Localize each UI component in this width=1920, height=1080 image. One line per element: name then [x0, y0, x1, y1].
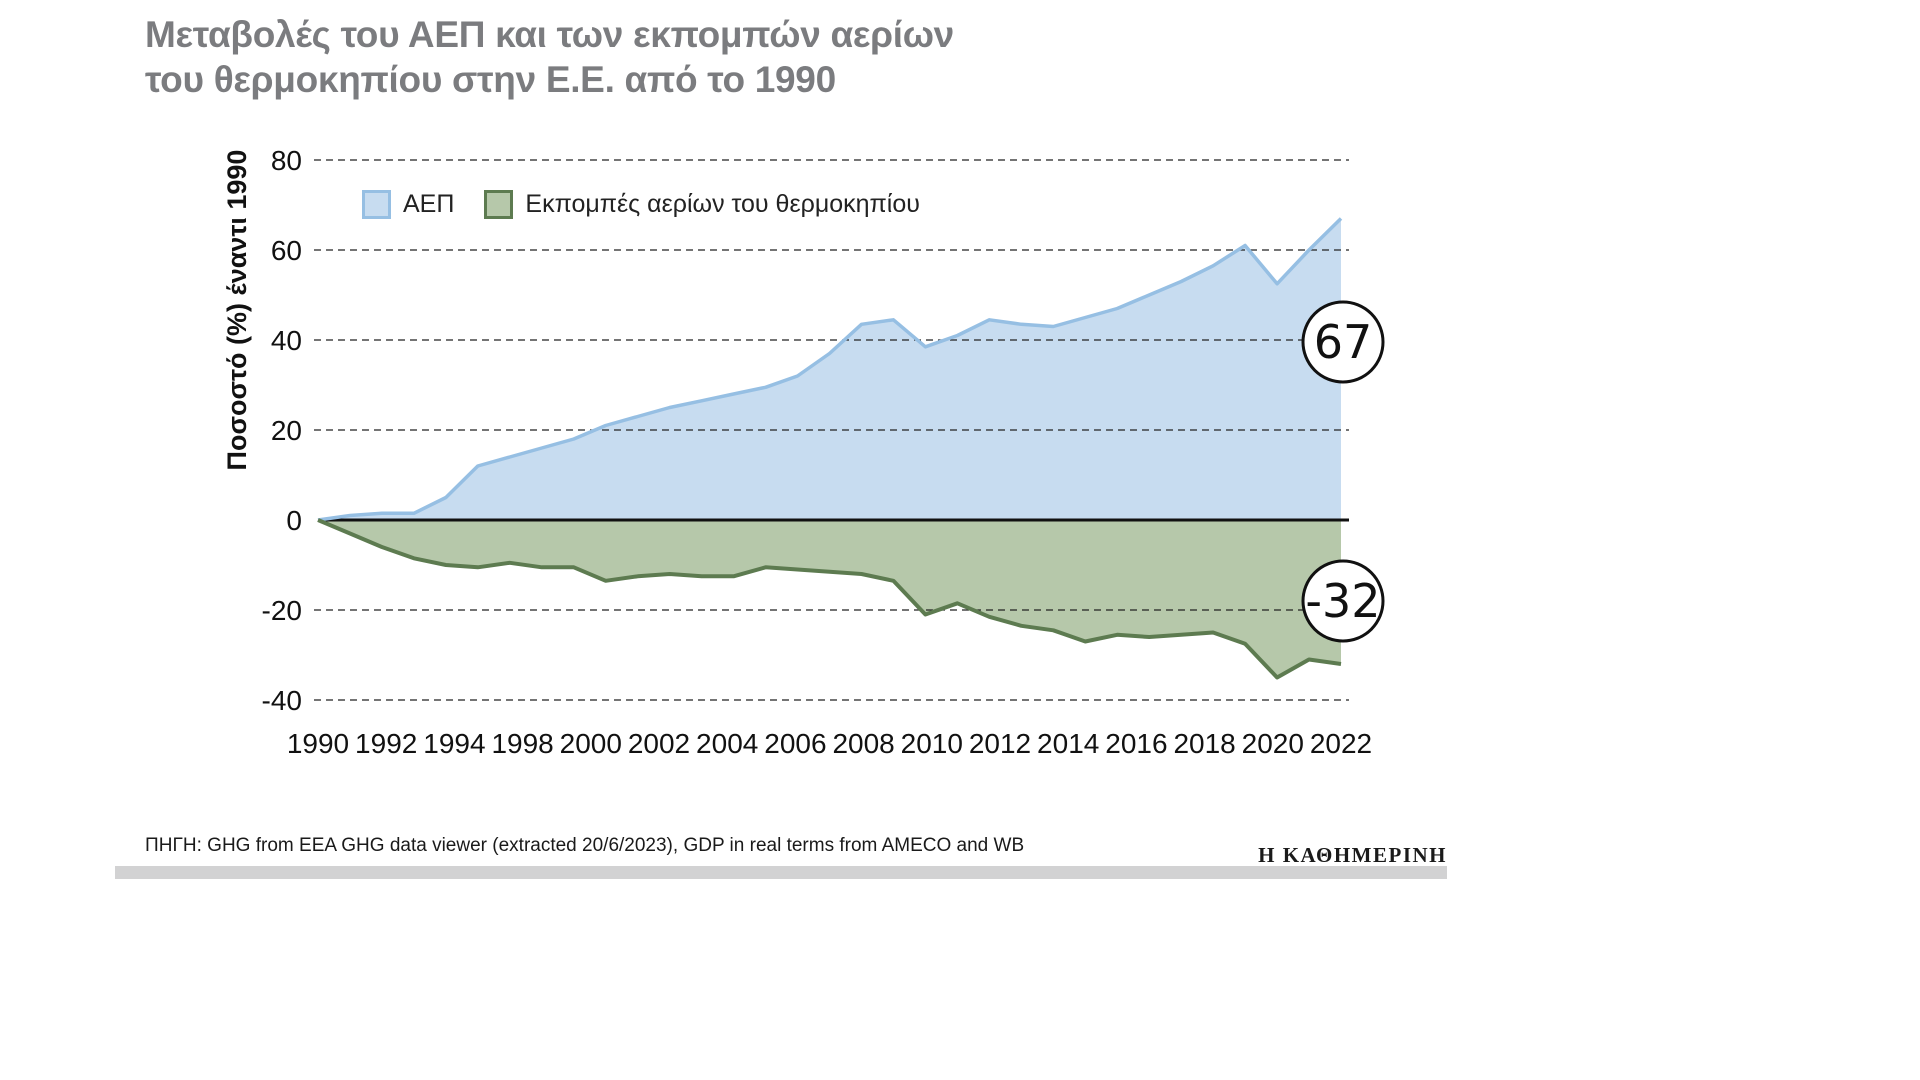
svg-text:2018: 2018	[1173, 728, 1235, 759]
svg-text:2014: 2014	[1037, 728, 1099, 759]
svg-text:1992: 1992	[355, 728, 417, 759]
svg-text:20: 20	[271, 415, 302, 446]
svg-text:2020: 2020	[1242, 728, 1304, 759]
svg-text:2016: 2016	[1105, 728, 1167, 759]
chart-legend: ΑΕΠ Εκπομπές αερίων του θερμοκηπίου	[362, 190, 920, 219]
ghg-swatch	[484, 190, 514, 219]
svg-text:2012: 2012	[969, 728, 1031, 759]
svg-text:-20: -20	[262, 595, 302, 626]
svg-text:2000: 2000	[560, 728, 622, 759]
ghg-end-badge	[1301, 559, 1385, 643]
legend-item-gdp: ΑΕΠ	[362, 190, 454, 219]
title-line-1: Μεταβολές του ΑΕΠ και των εκπομπών αερίω…	[145, 14, 954, 55]
svg-text:2006: 2006	[764, 728, 826, 759]
svg-text:60: 60	[271, 235, 302, 266]
svg-text:40: 40	[271, 325, 302, 356]
gdp-end-value: 67	[1314, 315, 1373, 369]
svg-text:-40: -40	[262, 685, 302, 716]
gdp-line	[317, 217, 1343, 522]
ghg-line	[317, 518, 1342, 680]
bottom-bar	[115, 866, 1447, 879]
svg-text:2002: 2002	[628, 728, 690, 759]
svg-text:1994: 1994	[423, 728, 485, 759]
publisher-logo: Η ΚΑΘΗΜΕΡΙΝΗ	[1258, 843, 1447, 867]
svg-text:0: 0	[286, 505, 302, 536]
source-note: ΠΗΓΗ: GHG from EEA GHG data viewer (extr…	[145, 835, 1025, 856]
svg-text:2010: 2010	[901, 728, 963, 759]
legend-label-gdp: ΑΕΠ	[403, 190, 455, 218]
gdp-swatch	[362, 190, 391, 219]
legend-item-ghg: Εκπομπές αερίων του θερμοκηπίου	[484, 190, 920, 219]
svg-text:2022: 2022	[1310, 728, 1372, 759]
page-title: Μεταβολές του ΑΕΠ και των εκπομπών αερίω…	[145, 12, 954, 102]
ghg-area	[318, 520, 1341, 678]
title-line-2: του θερμοκηπίου στην Ε.Ε. από το 1990	[145, 59, 836, 101]
svg-text:1990: 1990	[287, 728, 349, 759]
gdp-area	[318, 218, 1341, 520]
svg-text:2004: 2004	[696, 728, 758, 759]
gdp-end-badge	[1301, 300, 1385, 384]
legend-label-ghg: Εκπομπές αερίων του θερμοκηπίου	[525, 190, 920, 218]
svg-text:1998: 1998	[491, 728, 553, 759]
ghg-end-value: -32	[1305, 574, 1380, 628]
svg-text:80: 80	[271, 145, 302, 176]
svg-text:2008: 2008	[832, 728, 894, 759]
